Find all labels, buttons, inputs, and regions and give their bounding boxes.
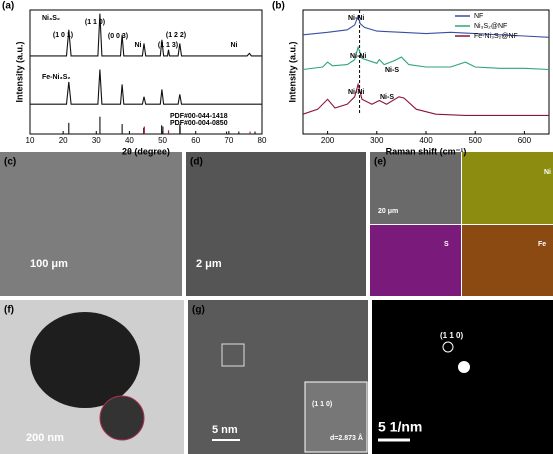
- annotation: (1 1 3): [158, 42, 178, 49]
- x-tick-label: 50: [158, 136, 167, 145]
- annotation: Ni-S: [385, 67, 399, 74]
- map-ni: [462, 152, 553, 224]
- map-fe: [462, 225, 553, 296]
- panel-label: (a): [2, 1, 14, 12]
- annotation: Ni-Ni: [348, 15, 364, 22]
- annotation: (1 1 0): [85, 19, 105, 26]
- legend-label: NF: [474, 13, 483, 20]
- inset: [304, 381, 368, 453]
- annotation: Ni-Ni: [350, 53, 366, 60]
- image-text: Fe: [538, 241, 546, 248]
- series-line: [30, 13, 262, 57]
- sem-image: [0, 152, 182, 296]
- x-tick-label: 300: [370, 136, 384, 145]
- image-text: 200 nm: [26, 432, 64, 444]
- x-tick-label: 20: [59, 136, 68, 145]
- image-text: (1 1 0): [312, 401, 332, 408]
- x-axis-label: Raman shift (cm⁻¹): [386, 146, 467, 156]
- image-text: d=2.873 Å: [330, 433, 363, 442]
- panel-label: (e): [374, 157, 386, 168]
- y-axis-label: Intensity (a.u.): [287, 41, 297, 102]
- series-line: [30, 69, 262, 105]
- x-axis-label: 2θ (degree): [122, 146, 170, 156]
- annotation: (0 0 3): [108, 33, 128, 40]
- panel-label: (h): [376, 305, 389, 316]
- annotation: Ni: [231, 42, 238, 49]
- annotation: PDF#00-044-1418: [170, 113, 228, 120]
- image-text: 5 1/nm: [378, 419, 422, 435]
- x-tick-label: 200: [321, 136, 335, 145]
- x-tick-label: 500: [469, 136, 483, 145]
- legend-label: Fe-Ni₃S₂@NF: [474, 33, 518, 40]
- panel-label: (c): [4, 157, 16, 168]
- sem-image: [186, 152, 366, 296]
- panel-label: (b): [272, 1, 285, 12]
- particle: [30, 312, 140, 408]
- image-text: 20 μm: [378, 208, 398, 215]
- x-tick-label: 70: [224, 136, 233, 145]
- annotation: Ni-Ni: [348, 89, 364, 96]
- x-tick-label: 30: [92, 136, 101, 145]
- plot-frame: [29, 9, 263, 135]
- image-text: 2 μm: [196, 258, 222, 270]
- image-text: 100 μm: [30, 258, 68, 270]
- map-s: [370, 225, 461, 296]
- annotation: (1 0 1): [53, 32, 73, 39]
- x-tick-label: 400: [419, 136, 433, 145]
- x-tick-label: 10: [26, 136, 35, 145]
- particle: [99, 395, 145, 441]
- x-tick-label: 40: [125, 136, 134, 145]
- x-tick-label: 80: [258, 136, 267, 145]
- annotation: (1 2 2): [166, 32, 186, 39]
- series-line: [302, 45, 550, 71]
- annotation: Ni-S: [380, 94, 394, 101]
- map-image: [370, 152, 461, 224]
- legend-label: Ni₃S₂@NF: [474, 23, 507, 30]
- y-axis-label: Intensity (a.u.): [14, 41, 24, 102]
- select-box: [221, 343, 245, 367]
- panel-label: (f): [4, 305, 14, 316]
- annotation: Ni₃S₂: [42, 15, 60, 22]
- spot-circle: [442, 341, 454, 353]
- annotation: Ni: [135, 42, 142, 49]
- series-line: [302, 82, 549, 116]
- x-tick-label: 600: [518, 136, 532, 145]
- annotation: Fe-Ni₃S₂: [42, 74, 71, 81]
- annotation: PDF#00-004-0850: [170, 120, 228, 127]
- series-line: [302, 14, 550, 38]
- image-text: 5 nm: [212, 424, 238, 436]
- saed-image: [372, 300, 553, 454]
- image-text: Ni: [544, 169, 551, 176]
- image-text: (1 1 0): [440, 331, 463, 340]
- x-tick-label: 60: [191, 136, 200, 145]
- image-text: S: [444, 241, 449, 248]
- panel-label: (d): [190, 157, 203, 168]
- panel-label: (g): [192, 305, 205, 316]
- center-spot: [458, 361, 470, 373]
